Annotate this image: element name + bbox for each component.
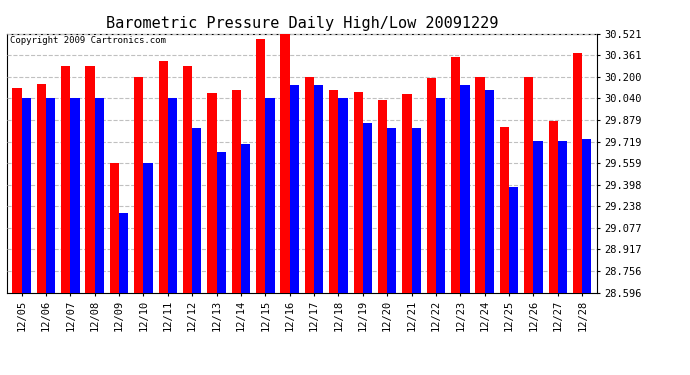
- Bar: [378, 100, 387, 292]
- Bar: [61, 66, 70, 292]
- Bar: [475, 77, 484, 292]
- Bar: [207, 93, 217, 292]
- Title: Barometric Pressure Daily High/Low 20091229: Barometric Pressure Daily High/Low 20091…: [106, 16, 498, 31]
- Bar: [217, 152, 226, 292]
- Bar: [500, 127, 509, 292]
- Bar: [451, 57, 460, 292]
- Bar: [232, 90, 241, 292]
- Bar: [46, 98, 55, 292]
- Bar: [183, 66, 193, 292]
- Bar: [159, 61, 168, 292]
- Bar: [266, 98, 275, 292]
- Bar: [241, 144, 250, 292]
- Bar: [524, 77, 533, 292]
- Bar: [314, 85, 324, 292]
- Bar: [402, 94, 411, 292]
- Bar: [144, 163, 152, 292]
- Bar: [21, 98, 31, 292]
- Bar: [193, 128, 201, 292]
- Bar: [436, 98, 445, 292]
- Bar: [558, 141, 567, 292]
- Bar: [338, 98, 348, 292]
- Bar: [353, 92, 363, 292]
- Bar: [549, 121, 558, 292]
- Bar: [582, 139, 591, 292]
- Bar: [280, 34, 290, 292]
- Bar: [426, 78, 436, 292]
- Bar: [95, 98, 104, 292]
- Bar: [37, 84, 46, 292]
- Bar: [134, 77, 144, 292]
- Bar: [290, 85, 299, 292]
- Bar: [119, 213, 128, 292]
- Bar: [168, 98, 177, 292]
- Bar: [12, 88, 21, 292]
- Bar: [387, 128, 397, 292]
- Bar: [460, 85, 470, 292]
- Bar: [363, 123, 372, 292]
- Bar: [86, 66, 95, 292]
- Bar: [411, 128, 421, 292]
- Bar: [256, 39, 266, 292]
- Bar: [573, 53, 582, 292]
- Bar: [484, 90, 494, 292]
- Bar: [533, 141, 543, 292]
- Bar: [110, 163, 119, 292]
- Text: Copyright 2009 Cartronics.com: Copyright 2009 Cartronics.com: [10, 36, 166, 45]
- Bar: [509, 187, 518, 292]
- Bar: [329, 90, 338, 292]
- Bar: [70, 98, 79, 292]
- Bar: [305, 77, 314, 292]
